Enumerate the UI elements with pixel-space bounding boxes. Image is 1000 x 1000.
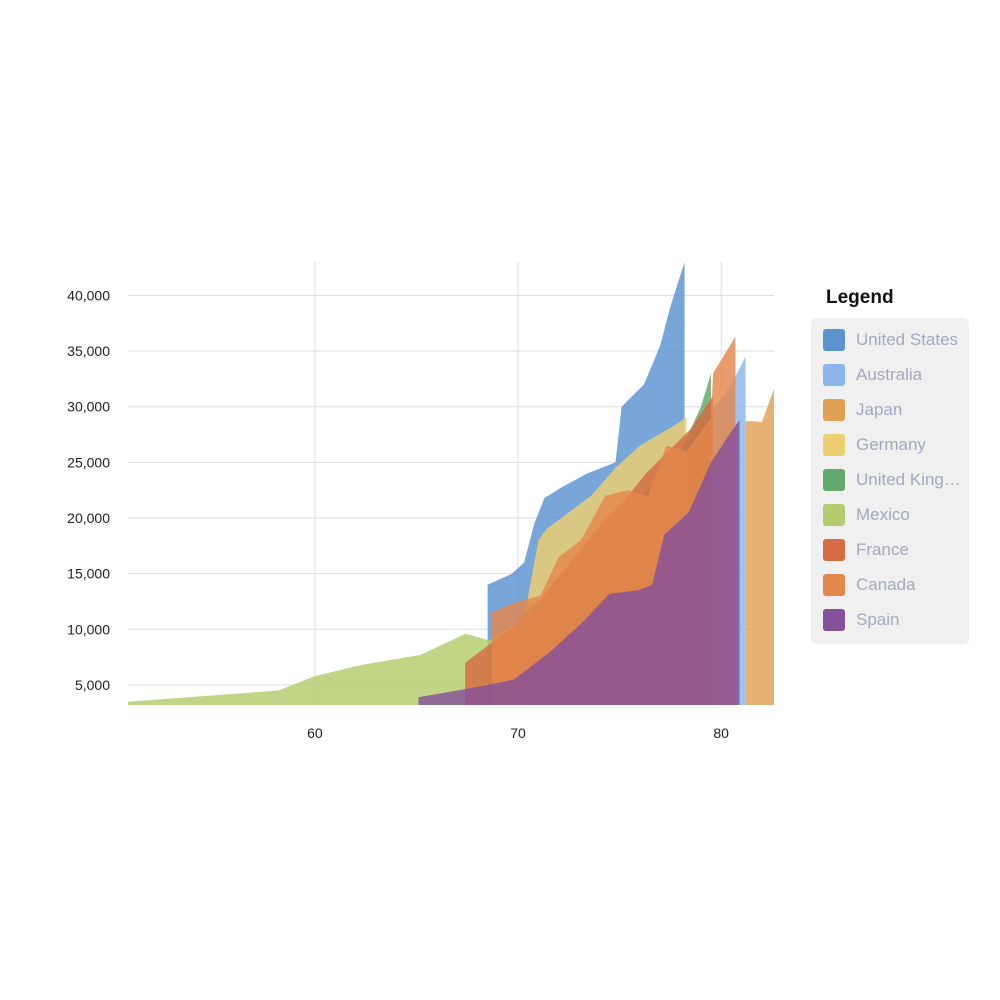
legend-item-spain[interactable]: Spain bbox=[823, 608, 968, 632]
legend-item-france[interactable]: France bbox=[823, 538, 968, 562]
y-tick-label: 15,000 bbox=[67, 566, 110, 582]
legend-swatch bbox=[823, 539, 845, 561]
y-tick-label: 5,000 bbox=[75, 677, 110, 693]
x-tick-label: 70 bbox=[510, 725, 526, 741]
legend-label: Germany bbox=[856, 435, 926, 454]
x-tick-label: 60 bbox=[307, 725, 323, 741]
legend-swatch bbox=[823, 434, 845, 456]
legend-item-mexico[interactable]: Mexico bbox=[823, 503, 968, 527]
y-tick-label: 40,000 bbox=[67, 287, 110, 303]
area-series bbox=[128, 262, 774, 705]
legend-label: Canada bbox=[856, 575, 916, 594]
y-tick-label: 20,000 bbox=[67, 510, 110, 526]
legend-item-japan[interactable]: Japan bbox=[823, 398, 968, 422]
legend-item-united-kingdom[interactable]: United Kingdom bbox=[823, 468, 968, 492]
legend-item-canada[interactable]: Canada bbox=[823, 573, 968, 597]
legend-label: Australia bbox=[856, 365, 923, 384]
legend-swatch bbox=[823, 504, 845, 526]
axis-tick-labels: 5,000 10,000 15,000 20,000 25,000 30,000 35,00… bbox=[67, 287, 729, 741]
legend-swatch bbox=[823, 329, 845, 351]
y-tick-label: 35,000 bbox=[67, 343, 110, 359]
area-spain[interactable] bbox=[418, 420, 740, 705]
area-japan[interactable] bbox=[745, 388, 774, 705]
x-tick-label: 80 bbox=[713, 725, 729, 741]
legend-label: Mexico bbox=[856, 505, 910, 524]
legend-swatch bbox=[823, 574, 845, 596]
legend-label: United Kingdom bbox=[856, 470, 962, 489]
legend-item-germany[interactable]: Germany bbox=[823, 433, 968, 457]
legend-swatch bbox=[823, 399, 845, 421]
y-tick-label: 10,000 bbox=[67, 621, 110, 637]
legend-item-australia[interactable]: Australia bbox=[823, 363, 968, 387]
legend-label: Spain bbox=[856, 610, 900, 629]
y-tick-label: 25,000 bbox=[67, 454, 110, 470]
legend-title: Legend bbox=[826, 287, 894, 308]
legend-label: United States bbox=[856, 330, 959, 349]
legend-swatch bbox=[823, 609, 845, 631]
legend-swatch bbox=[823, 469, 845, 491]
legend-label: Japan bbox=[856, 400, 903, 419]
y-tick-label: 30,000 bbox=[67, 399, 110, 415]
legend-swatch bbox=[823, 364, 845, 386]
legend-item-united-states[interactable]: United States bbox=[823, 328, 968, 352]
area-mexico[interactable] bbox=[128, 623, 514, 705]
legend-label: France bbox=[856, 540, 909, 559]
